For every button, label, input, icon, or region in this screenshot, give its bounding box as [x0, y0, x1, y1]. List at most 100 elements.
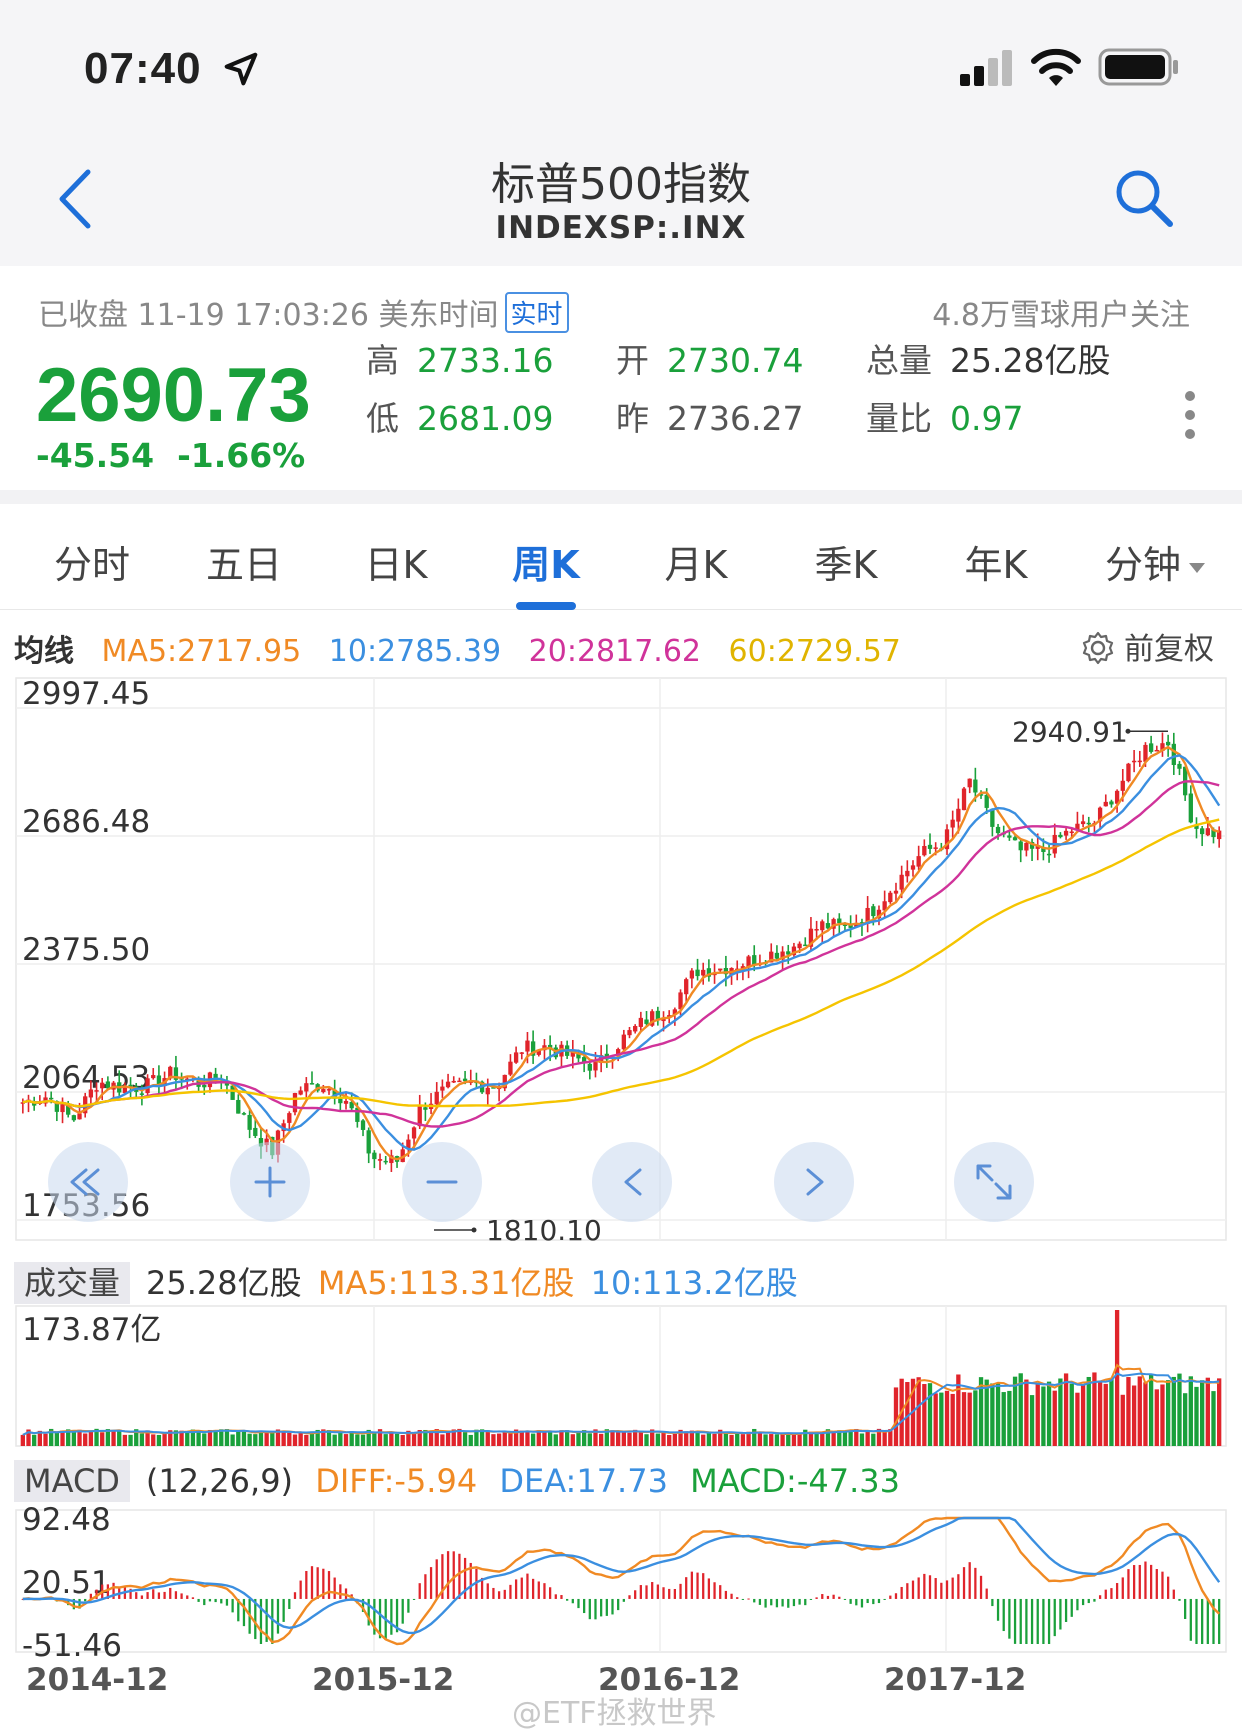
scroll-left-button[interactable]	[592, 1142, 672, 1222]
candle-body	[689, 970, 695, 979]
realtime-badge: 实时	[504, 292, 569, 333]
macd-tag[interactable]: MACD	[14, 1460, 130, 1502]
tab-five-day[interactable]: 五日	[205, 543, 282, 587]
adjustment-toggle[interactable]: 前复权	[1080, 624, 1214, 668]
tab-minute[interactable]: 分钟	[1096, 534, 1216, 589]
candle-body	[621, 1034, 626, 1050]
tab-intraday[interactable]: 分时	[53, 543, 130, 587]
volume-bar	[241, 1430, 247, 1446]
macd-bar	[271, 1598, 274, 1644]
volume-bar	[1154, 1389, 1159, 1446]
candle-body	[808, 928, 814, 947]
candle-body	[769, 951, 774, 963]
macd-bar	[1002, 1598, 1005, 1632]
control-button-bg	[774, 1142, 854, 1222]
candle-body	[1205, 828, 1210, 836]
back-icon[interactable]	[52, 164, 104, 234]
macd-bar	[157, 1592, 161, 1599]
macd-bar	[214, 1598, 217, 1603]
watermark: @ETF拯救世界	[512, 1696, 717, 1731]
macd-bar	[849, 1598, 852, 1604]
stock-chart[interactable]: 2997.452686.482375.502064.531753.562940.…	[0, 670, 1242, 1680]
candle-body	[899, 874, 904, 890]
candle-body	[156, 1075, 162, 1087]
candle-body	[1120, 780, 1125, 791]
volume-bar	[706, 1433, 712, 1446]
candle-body	[445, 1081, 451, 1088]
volume-bar	[893, 1387, 899, 1446]
macd-bar	[129, 1588, 132, 1599]
volume-bar	[1148, 1374, 1154, 1446]
tab-monthly-k[interactable]: 月K	[664, 543, 728, 587]
tab-weekly-k[interactable]: 周K	[512, 543, 580, 587]
candle-body	[871, 906, 876, 917]
macd-bar	[203, 1598, 206, 1606]
volume-bar	[774, 1434, 780, 1446]
candle-body	[71, 1115, 77, 1121]
candle-body	[366, 1130, 371, 1154]
search-icon[interactable]	[1112, 166, 1176, 230]
volume-bar	[190, 1429, 196, 1446]
volume-bar	[593, 1429, 598, 1446]
macd-bar	[662, 1587, 665, 1599]
volume-bar	[610, 1430, 615, 1446]
candle-body	[752, 955, 757, 966]
candle-body	[1148, 743, 1154, 752]
volume-bar	[513, 1429, 519, 1446]
volume-tag[interactable]: 成交量	[14, 1262, 131, 1304]
candle-body	[984, 794, 989, 808]
max-marker-dot	[1125, 728, 1131, 734]
volume-bar	[219, 1429, 224, 1446]
macd-bar	[1098, 1595, 1102, 1599]
volume-bar	[462, 1432, 468, 1446]
macd-bar	[753, 1598, 756, 1603]
candle-body	[1035, 845, 1040, 849]
candle-body	[326, 1089, 332, 1091]
volume-bar	[423, 1429, 428, 1446]
follower-count[interactable]: 4.8万雪球用户关注	[932, 298, 1190, 333]
candle-body	[893, 890, 899, 894]
macd-bar	[1155, 1569, 1158, 1599]
macd-bar	[1138, 1564, 1141, 1599]
macd-bar	[996, 1598, 1000, 1621]
volume-bar	[372, 1433, 377, 1446]
zoom-in-button[interactable]	[230, 1142, 310, 1222]
volume-bar	[1075, 1392, 1080, 1446]
volume-bar	[621, 1431, 626, 1446]
tab-quarterly-k[interactable]: 季K	[814, 543, 878, 587]
volume-bar	[922, 1384, 927, 1446]
fullscreen-button[interactable]	[954, 1142, 1034, 1222]
candle-body	[706, 968, 712, 977]
candle-body	[462, 1078, 468, 1082]
more-options-icon[interactable]	[1182, 390, 1198, 440]
macd-bar	[855, 1598, 858, 1606]
macd-bar	[441, 1554, 444, 1599]
macd-bar	[628, 1595, 631, 1599]
candle-body	[803, 944, 808, 947]
candle-body	[746, 956, 751, 968]
macd-bar	[1070, 1598, 1073, 1617]
scroll-right-button[interactable]	[774, 1142, 854, 1222]
scroll-left-fast-button[interactable]	[48, 1142, 128, 1222]
macd-bar	[1127, 1569, 1130, 1599]
tab-yearly-k[interactable]: 年K	[964, 543, 1028, 587]
macd-bar	[758, 1598, 762, 1605]
macd-bar	[1184, 1598, 1187, 1620]
volume-bar	[440, 1434, 445, 1446]
macd-bar	[310, 1566, 314, 1599]
prev-close-stat: 昨 2736.27	[616, 392, 803, 440]
macd-bar	[452, 1551, 455, 1599]
candle-body	[236, 1099, 241, 1114]
macd-bar	[367, 1598, 370, 1626]
prev-close-value: 2736.27	[667, 399, 804, 438]
max-price-label: 2940.91	[1012, 715, 1128, 748]
zoom-out-button[interactable]	[402, 1142, 482, 1222]
macd-bar	[242, 1598, 246, 1627]
tab-daily-k[interactable]: 日K	[364, 543, 428, 587]
candle-body	[990, 808, 995, 827]
macd-bar	[1110, 1588, 1113, 1599]
macd-bar	[180, 1593, 183, 1599]
volume-bar	[1080, 1384, 1086, 1446]
macd-dea: DEA:17.73	[499, 1462, 668, 1500]
volume-current: 25.28亿股	[146, 1264, 302, 1302]
